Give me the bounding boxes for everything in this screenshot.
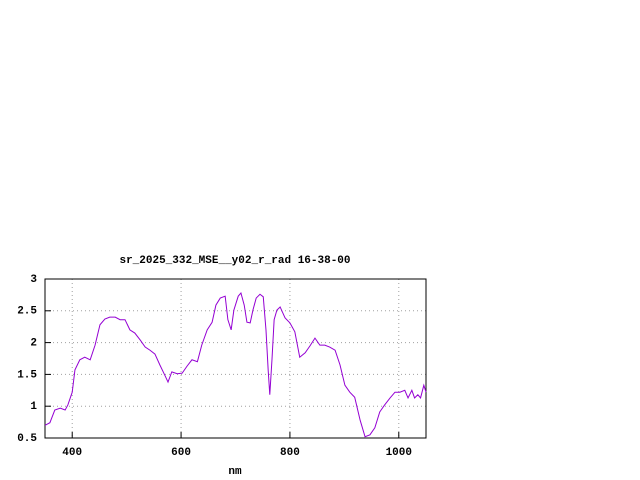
plot-frame — [44, 278, 427, 439]
y-tick-label: 0.5 — [17, 433, 37, 445]
chart-title: sr_2025_332_MSE__y02_r_rad 16-38-00 — [119, 255, 350, 267]
x-tick-label: 400 — [62, 447, 82, 459]
y-tick-label: 3 — [30, 274, 37, 286]
x-tick-label: 600 — [171, 447, 191, 459]
x-tick-label: 1000 — [386, 447, 412, 459]
y-tick-label: 1.5 — [17, 369, 37, 381]
y-tick-label: 2 — [30, 338, 37, 350]
x-tick-label: 800 — [280, 447, 300, 459]
y-tick-label: 1 — [30, 401, 37, 413]
x-axis-label: nm — [228, 466, 242, 478]
y-tick-label: 2.5 — [17, 306, 37, 318]
data-line — [44, 291, 427, 438]
